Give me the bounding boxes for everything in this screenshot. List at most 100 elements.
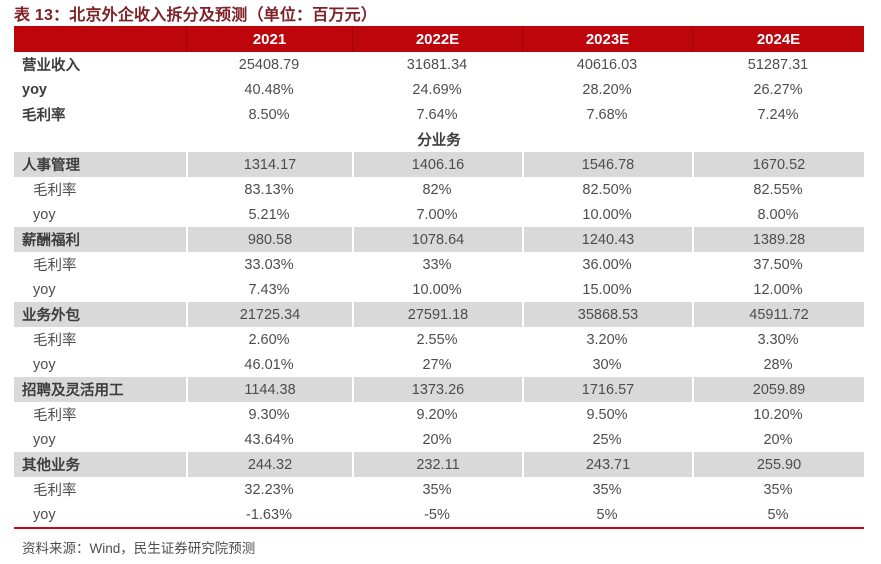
- header-cell-year: 2021: [186, 26, 352, 52]
- row-value: 8.50%: [248, 106, 290, 123]
- row-label: 毛利率: [33, 333, 77, 349]
- row-value: 1078.64: [352, 227, 522, 252]
- table-row: yoy 7.43% 10.00% 15.00% 12.00%: [14, 277, 864, 302]
- row-label: 其他业务: [22, 458, 80, 474]
- row-value: 10.00%: [582, 206, 632, 223]
- row-value: 5%: [596, 506, 618, 523]
- row-value: 21725.34: [186, 302, 352, 327]
- table-row: 毛利率 2.60% 2.55% 3.20% 3.30%: [14, 327, 864, 352]
- row-value: 33%: [422, 256, 452, 273]
- table-row: yoy 5.21% 7.00% 10.00% 8.00%: [14, 202, 864, 227]
- row-value: 7.64%: [416, 106, 458, 123]
- row-value: 9.50%: [586, 406, 628, 423]
- row-label: yoy: [22, 81, 47, 98]
- row-label: yoy: [33, 281, 56, 298]
- row-value: 30%: [592, 356, 622, 373]
- row-value: 1406.16: [352, 152, 522, 177]
- row-value: 7.43%: [248, 281, 290, 298]
- row-label: 毛利率: [22, 108, 66, 124]
- table-row: 毛利率 83.13% 82% 82.50% 82.55%: [14, 177, 864, 202]
- row-value: 35%: [422, 481, 452, 498]
- table-row: 其他业务 244.32 232.11 243.71 255.90: [14, 452, 864, 477]
- row-value: 35%: [763, 481, 793, 498]
- row-value: 232.11: [352, 452, 522, 477]
- row-value: 5.21%: [248, 206, 290, 223]
- row-value: 82.55%: [753, 181, 803, 198]
- row-value: 27%: [422, 356, 452, 373]
- row-value: 3.20%: [586, 331, 628, 348]
- row-value: 46.01%: [244, 356, 294, 373]
- row-value: 9.30%: [248, 406, 290, 423]
- section-divider: 分业务: [417, 133, 461, 149]
- table-body: 营业收入 25408.79 31681.34 40616.03 51287.31 yoy 4…: [14, 52, 864, 527]
- table-title: 表 13：北京外企收入拆分及预测（单位：百万元）: [14, 7, 378, 24]
- row-value: 35%: [592, 481, 622, 498]
- row-value: 28.20%: [582, 81, 632, 98]
- row-value: 45911.72: [692, 302, 864, 327]
- row-value: 1314.17: [186, 152, 352, 177]
- row-value: 15.00%: [582, 281, 632, 298]
- row-value: 243.71: [522, 452, 692, 477]
- row-value: 28%: [763, 356, 793, 373]
- row-value: 1240.43: [522, 227, 692, 252]
- row-value: 244.32: [186, 452, 352, 477]
- row-value: 1144.38: [186, 377, 352, 402]
- row-value: 1389.28: [692, 227, 864, 252]
- row-value: 10.00%: [412, 281, 462, 298]
- row-value: 1716.57: [522, 377, 692, 402]
- row-value: 1373.26: [352, 377, 522, 402]
- row-value: 37.50%: [753, 256, 803, 273]
- table-row: 营业收入 25408.79 31681.34 40616.03 51287.31: [14, 52, 864, 77]
- row-label: yoy: [33, 206, 56, 223]
- row-value: 24.69%: [412, 81, 462, 98]
- table-row: yoy 46.01% 27% 30% 28%: [14, 352, 864, 377]
- row-label: 薪酬福利: [22, 233, 80, 249]
- row-value: 33.03%: [244, 256, 294, 273]
- table-row: 招聘及灵活用工 1144.38 1373.26 1716.57 2059.89: [14, 377, 864, 402]
- row-label: 毛利率: [33, 258, 77, 274]
- row-value: 8.00%: [757, 206, 799, 223]
- row-value: 40.48%: [244, 81, 294, 98]
- row-value: 10.20%: [753, 406, 803, 423]
- row-value: 20%: [763, 431, 793, 448]
- header-cell-year: 2022E: [352, 26, 522, 52]
- row-value: 40616.03: [576, 56, 638, 73]
- row-value: -5%: [424, 506, 450, 523]
- row-value: 7.24%: [757, 106, 799, 123]
- table-row: yoy 43.64% 20% 25% 20%: [14, 427, 864, 452]
- table-row: 毛利率 9.30% 9.20% 9.50% 10.20%: [14, 402, 864, 427]
- row-value: 82%: [422, 181, 452, 198]
- table-row: 毛利率 32.23% 35% 35% 35%: [14, 477, 864, 502]
- row-value: 82.50%: [582, 181, 632, 198]
- row-value: -1.63%: [246, 506, 292, 523]
- row-label: yoy: [33, 506, 56, 523]
- row-value: 5%: [767, 506, 789, 523]
- table-bottom-rule: [14, 527, 864, 529]
- row-label: 毛利率: [33, 483, 77, 499]
- row-value: 2.55%: [416, 331, 458, 348]
- source-note: 资料来源：Wind，民生证券研究院预测: [22, 541, 256, 556]
- row-value: 25%: [592, 431, 622, 448]
- row-value: 7.68%: [586, 106, 628, 123]
- row-label: 营业收入: [22, 58, 80, 74]
- table-row: 人事管理 1314.17 1406.16 1546.78 1670.52: [14, 152, 864, 177]
- row-value: 3.30%: [757, 331, 799, 348]
- row-value: 43.64%: [244, 431, 294, 448]
- table-row: 毛利率 8.50% 7.64% 7.68% 7.24%: [14, 102, 864, 127]
- row-value: 20%: [422, 431, 452, 448]
- row-value: 35868.53: [522, 302, 692, 327]
- row-value: 255.90: [692, 452, 864, 477]
- revenue-forecast-table: 2021 2022E 2023E 2024E 营业收入 25408.79 31681.34…: [14, 26, 864, 529]
- row-value: 2059.89: [692, 377, 864, 402]
- row-value: 25408.79: [238, 56, 300, 73]
- row-value: 83.13%: [244, 181, 294, 198]
- row-label: 招聘及灵活用工: [22, 383, 124, 399]
- header-cell-year: 2024E: [692, 26, 864, 52]
- table-header-row: 2021 2022E 2023E 2024E: [14, 26, 864, 52]
- row-label: 业务外包: [22, 308, 80, 324]
- table-row: 业务外包 21725.34 27591.18 35868.53 45911.72: [14, 302, 864, 327]
- row-value: 7.00%: [416, 206, 458, 223]
- table-row: 薪酬福利 980.58 1078.64 1240.43 1389.28: [14, 227, 864, 252]
- row-label: 毛利率: [33, 183, 77, 199]
